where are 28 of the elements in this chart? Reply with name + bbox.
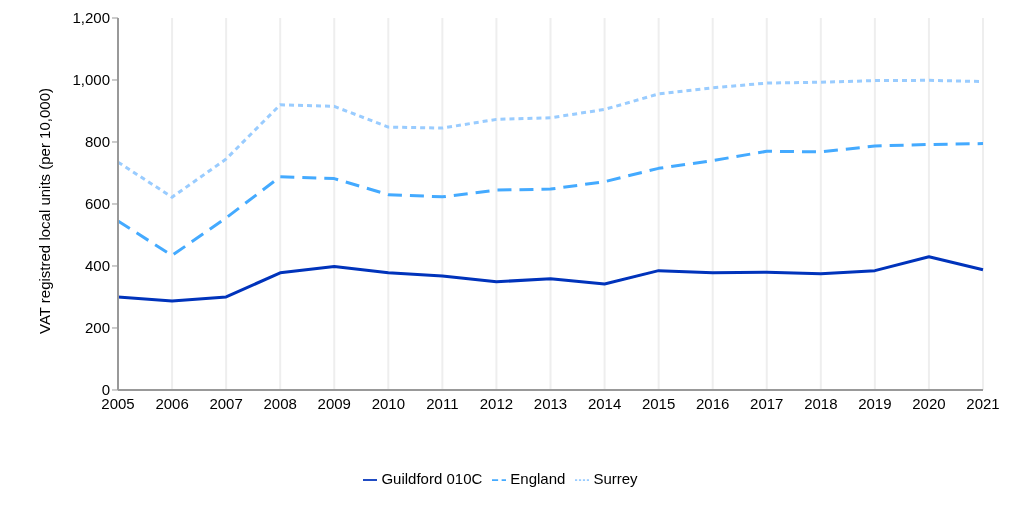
y-axis-title: VAT registred local units (per 10,000) <box>36 88 54 334</box>
x-tick-label: 2012 <box>479 394 514 412</box>
x-tick-label: 2015 <box>641 394 676 412</box>
y-tick-label: 200 <box>84 319 110 337</box>
x-tick-label: 2021 <box>966 394 1000 412</box>
line-series <box>116 142 985 257</box>
y-tick-label: 400 <box>84 257 110 275</box>
y-tick-label: 1,200 <box>72 9 110 27</box>
x-tick-label: 2017 <box>750 394 784 412</box>
y-tick-label: 1,000 <box>72 71 110 89</box>
x-tick-label: 2016 <box>696 394 730 412</box>
legend-label: England <box>510 469 566 487</box>
y-tick-label: 800 <box>84 133 110 151</box>
x-tick-label: 2014 <box>587 394 622 412</box>
x-tick-label: 2011 <box>426 394 459 412</box>
y-tick-label: 600 <box>84 195 110 213</box>
x-tick-label: 2008 <box>263 394 297 412</box>
x-tick-label: 2020 <box>912 394 946 412</box>
legend-label: Surrey <box>593 469 638 487</box>
x-tick-label: 2018 <box>804 394 838 412</box>
legend-label: Guildford 010C <box>381 469 483 487</box>
x-tick-label: 2010 <box>371 394 405 412</box>
line-series <box>116 255 985 303</box>
x-tick-label: 2007 <box>209 394 243 412</box>
x-tick-label: 2013 <box>533 394 568 412</box>
x-tick-label: 2009 <box>317 394 351 412</box>
x-tick-label: 2019 <box>858 394 892 412</box>
x-tick-label: 2006 <box>155 394 189 412</box>
